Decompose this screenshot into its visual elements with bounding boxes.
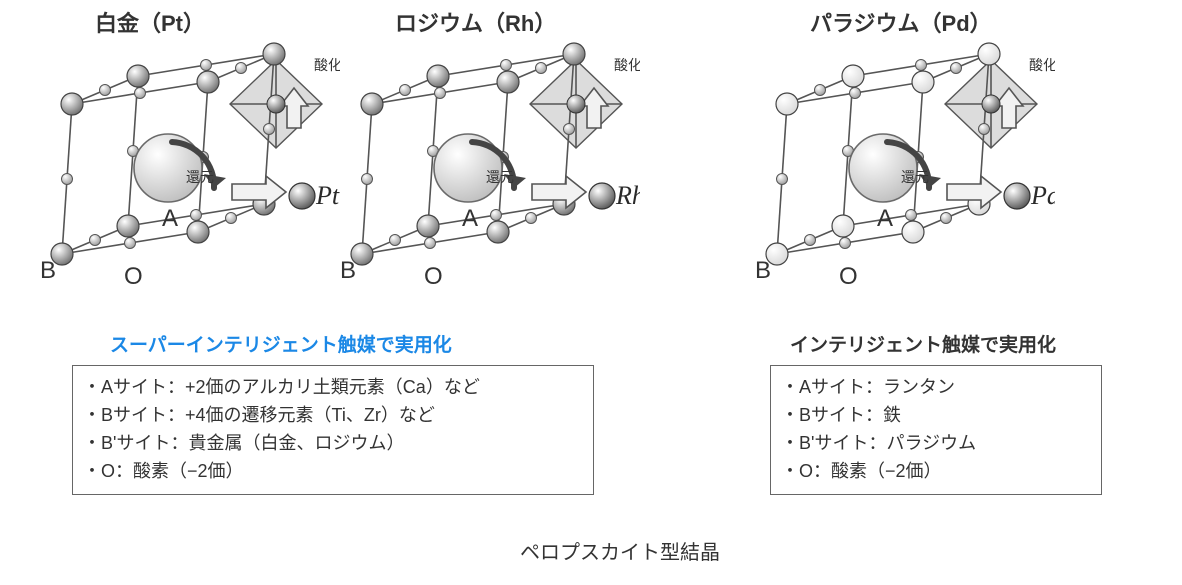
caption-right: インテリジェント触媒で実用化 (790, 330, 1056, 357)
svg-text:Pd: Pd (1030, 181, 1055, 210)
title-pd: パラジウム（Pd） (810, 6, 992, 38)
svg-text:還元: 還元 (186, 169, 214, 185)
svg-text:O: O (839, 263, 858, 290)
svg-text:酸化: 酸化 (1029, 57, 1055, 73)
svg-text:還元: 還元 (901, 169, 929, 185)
svg-text:酸化: 酸化 (614, 57, 640, 73)
svg-text:O: O (424, 263, 443, 290)
infobox-right-line: ・Bサイト：鉄 (781, 402, 1091, 430)
infobox-left-line: ・Aサイト：+2価のアルカリ土類元素（Ca）など (83, 374, 583, 402)
infobox-right-line: ・Aサイト：ランタン (781, 374, 1091, 402)
crystal-pd: A B O 酸化還元 Pd (755, 42, 1055, 322)
title-pt: 白金（Pt） (95, 6, 205, 38)
crystal-pt: A B O 酸化還元 Pt (40, 42, 340, 322)
title-rh: ロジウム（Rh） (395, 6, 556, 38)
infobox-left-line: ・B'サイト：貴金属（白金、ロジウム） (83, 430, 583, 458)
infobox-right-line: ・O：酸素（−2価） (781, 458, 1091, 486)
svg-text:B: B (340, 257, 356, 284)
svg-text:B: B (40, 257, 56, 284)
svg-text:Rh: Rh (615, 181, 640, 210)
figure-root: 白金（Pt） ロジウム（Rh） パラジウム（Pd） A B O 酸化還元 Pt A B O 酸… (0, 0, 1182, 585)
svg-text:A: A (462, 205, 478, 232)
svg-text:Pt: Pt (315, 181, 340, 210)
infobox-left-line: ・Bサイト：+4価の遷移元素（Ti、Zr）など (83, 402, 583, 430)
svg-text:B: B (755, 257, 771, 284)
infobox-right: ・Aサイト：ランタン ・Bサイト：鉄 ・B'サイト：パラジウム ・O：酸素（−2… (770, 365, 1102, 495)
infobox-left: ・Aサイト：+2価のアルカリ土類元素（Ca）など ・Bサイト：+4価の遷移元素（… (72, 365, 594, 495)
svg-text:O: O (124, 263, 143, 290)
infobox-left-line: ・O：酸素（−2価） (83, 458, 583, 486)
svg-text:A: A (162, 205, 178, 232)
svg-text:還元: 還元 (486, 169, 514, 185)
svg-text:A: A (877, 205, 893, 232)
footer-caption: ペロプスカイト型結晶 (520, 536, 720, 565)
infobox-right-line: ・B'サイト：パラジウム (781, 430, 1091, 458)
caption-left: スーパーインテリジェント触媒で実用化 (110, 330, 452, 357)
crystal-rh: A B O 酸化還元 Rh (340, 42, 640, 322)
svg-text:酸化: 酸化 (314, 57, 340, 73)
